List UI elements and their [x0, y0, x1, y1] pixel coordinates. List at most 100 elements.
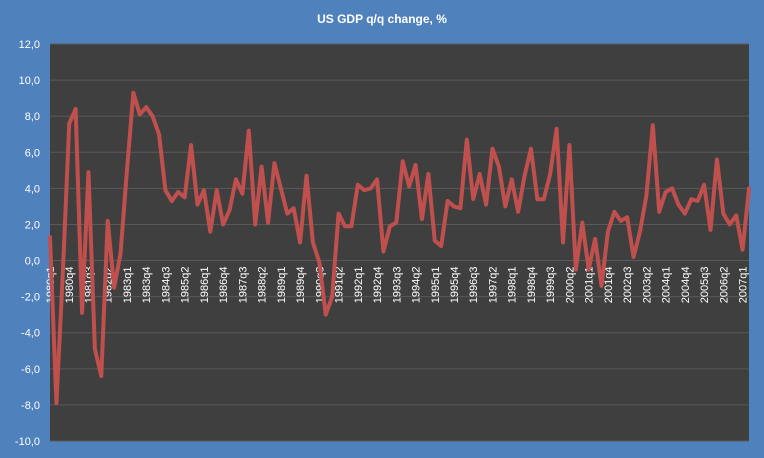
data-point: [131, 91, 135, 95]
data-point: [458, 206, 462, 210]
y-tick-label: 10,0: [19, 75, 40, 87]
chart-title: US GDP q/q change, %: [317, 12, 447, 26]
data-point: [600, 284, 604, 288]
data-point: [176, 190, 180, 194]
data-point: [170, 199, 174, 203]
data-point: [112, 286, 116, 290]
data-point: [228, 208, 232, 212]
data-point: [420, 217, 424, 221]
data-point: [484, 203, 488, 207]
x-tick-label: 1998q4: [526, 267, 538, 304]
data-point: [471, 197, 475, 201]
data-point: [676, 203, 680, 207]
data-point: [48, 235, 52, 239]
x-tick-label: 1995q4: [449, 267, 461, 304]
data-point: [369, 186, 373, 190]
x-tick-label: 1986q1: [199, 267, 211, 304]
data-point: [138, 112, 142, 116]
data-point: [67, 121, 71, 125]
data-point: [125, 168, 129, 172]
data-point: [555, 127, 559, 131]
data-point: [612, 210, 616, 214]
data-point: [240, 192, 244, 196]
data-point: [343, 224, 347, 228]
series-layer: [48, 90, 751, 406]
data-point: [478, 172, 482, 176]
data-point: [439, 244, 443, 248]
data-point: [516, 210, 520, 214]
data-point: [606, 230, 610, 234]
y-tick-label: 8,0: [25, 111, 40, 123]
x-tick-label: 2003q2: [641, 267, 653, 304]
x-tick-label: 2004q4: [680, 267, 692, 304]
data-point: [183, 195, 187, 199]
data-point: [401, 159, 405, 163]
x-axis-tick-labels: 1980q1 1980q4 1981q3 1982q2 1983q1 1983q4 1984…: [45, 267, 750, 304]
x-tick-label: 1994q2: [411, 267, 423, 304]
y-tick-label: 0,0: [25, 256, 40, 268]
data-point: [728, 222, 732, 226]
data-point: [689, 197, 693, 201]
x-tick-label: 2007q1: [738, 267, 750, 304]
x-tick-label: 1980q4: [64, 267, 76, 304]
data-point: [721, 212, 725, 216]
data-point: [74, 107, 78, 111]
series-line-gdp: [48, 90, 751, 406]
x-tick-label: 2006q2: [718, 267, 730, 304]
x-tick-label: 1985q2: [180, 267, 192, 304]
data-point: [279, 186, 283, 190]
y-tick-label: -2,0: [21, 292, 40, 304]
data-point: [381, 250, 385, 254]
data-point: [317, 260, 321, 264]
data-point: [433, 239, 437, 243]
data-point: [490, 147, 494, 151]
data-point: [266, 221, 270, 225]
data-point: [670, 186, 674, 190]
data-point: [253, 222, 257, 226]
data-point: [221, 222, 225, 226]
data-point: [535, 197, 539, 201]
data-point: [561, 241, 565, 245]
data-point: [497, 165, 501, 169]
data-point: [349, 224, 353, 228]
data-point: [86, 170, 90, 174]
data-point: [202, 188, 206, 192]
data-point: [657, 210, 661, 214]
data-point: [664, 190, 668, 194]
data-point: [510, 177, 514, 181]
x-tick-label: 2001q1: [584, 267, 596, 304]
data-point: [414, 163, 418, 167]
data-point: [651, 123, 655, 127]
data-point: [580, 221, 584, 225]
x-tick-label: 1997q2: [487, 267, 499, 304]
x-tick-label: 2000q2: [564, 267, 576, 304]
data-point: [619, 219, 623, 223]
data-point: [80, 311, 84, 315]
data-point: [747, 186, 751, 190]
data-point: [741, 248, 745, 252]
y-tick-label: 4,0: [25, 183, 40, 195]
data-point: [195, 203, 199, 207]
data-point: [638, 230, 642, 234]
data-point: [426, 172, 430, 176]
data-point: [272, 161, 276, 165]
x-tick-label: 1991q2: [334, 267, 346, 304]
x-tick-label: 1998q1: [507, 267, 519, 304]
x-tick-label: 1992q4: [372, 267, 384, 304]
data-point: [574, 268, 578, 272]
x-tick-label: 1996q3: [468, 267, 480, 304]
data-point: [292, 206, 296, 210]
data-point: [305, 174, 309, 178]
x-tick-label: 1988q2: [257, 267, 269, 304]
x-tick-label: 1984q3: [160, 267, 172, 304]
data-point: [337, 212, 341, 216]
data-point: [683, 212, 687, 216]
data-point: [702, 183, 706, 187]
data-point: [503, 204, 507, 208]
x-tick-label: 1987q3: [237, 267, 249, 304]
data-point: [311, 241, 315, 245]
data-point: [465, 138, 469, 142]
data-point: [54, 401, 58, 405]
x-tick-label: 2005q3: [699, 267, 711, 304]
